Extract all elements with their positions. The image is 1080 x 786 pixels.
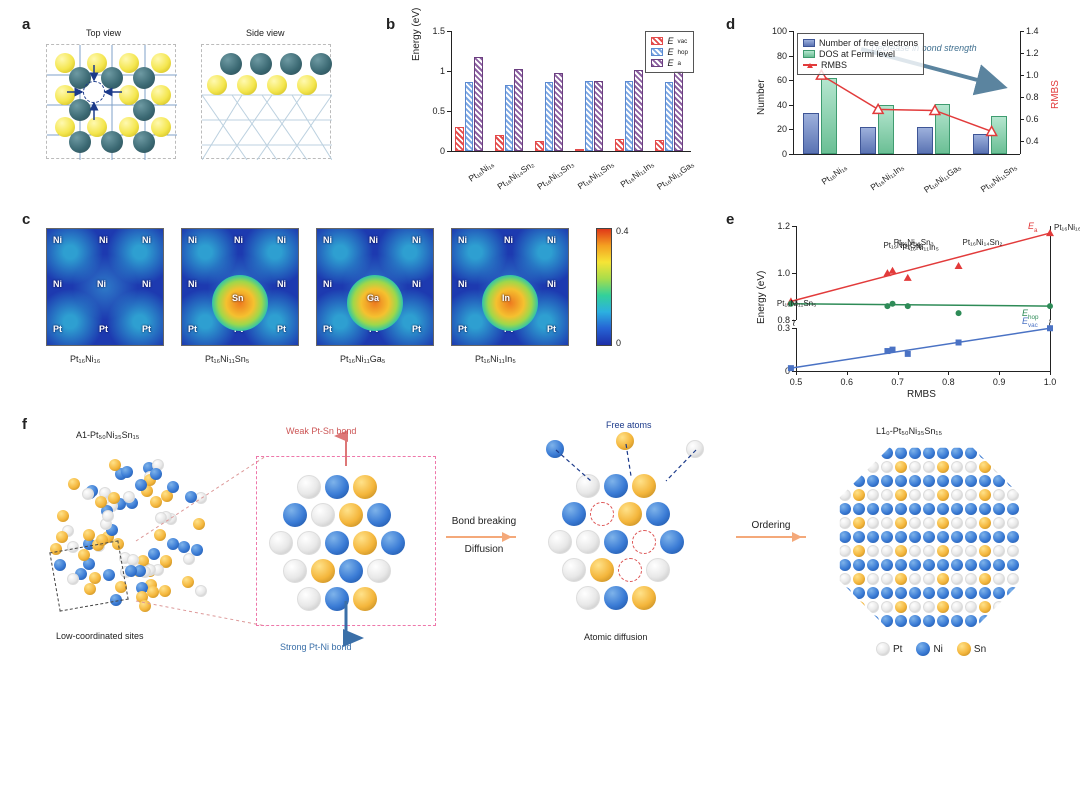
free-atom-arrows: [536, 426, 736, 506]
legend: Evac Ehop Ea: [645, 31, 694, 73]
bar: [535, 141, 544, 151]
panel-b-label: b: [386, 16, 395, 33]
bar: [665, 82, 674, 151]
panel-f-label: f: [22, 416, 27, 433]
bar: [655, 140, 664, 151]
bar: [674, 71, 683, 151]
panel-a-label: a: [22, 16, 30, 33]
heatmap: NiNiNiPtPtPtNiNiIn: [451, 228, 569, 346]
atom-legend: Pt Ni Sn: [876, 642, 986, 656]
panel-c-label: c: [22, 211, 30, 228]
heatmap: NiNiNiPtPtPtNiNiGa: [316, 228, 434, 346]
bar: [474, 57, 483, 151]
panel-d-label: d: [726, 16, 735, 33]
bar: [594, 81, 603, 151]
panel-c: NiNiNiPtPtPtNiNiNi Pt₁₆Ni₁₆ NiNiNiPtPtPt…: [46, 226, 696, 381]
top-view-label: Top view: [86, 28, 121, 38]
panel-f: A1-Pt₅₀Ni₃₅Sn₁₅ Low-coordinated sites We…: [46, 426, 1056, 756]
l10-octagon: [836, 444, 1026, 634]
heatmap: NiNiNiPtPtPtNiNiNi: [46, 228, 164, 346]
panel-e-chart: ≀ ≀ 0.8 1.0 1.2 0 0.3 0.5 0.6 0.7 0.8 0.…: [758, 221, 1058, 401]
bar: [514, 69, 523, 151]
figure-root: a Top view Side view: [16, 16, 1064, 770]
legend: Number of free electrons DOS at Fermi le…: [797, 33, 924, 75]
bar: [625, 81, 634, 151]
arrow-step1: [446, 536, 516, 538]
bar: [575, 149, 584, 151]
bar: [585, 81, 594, 151]
panel-a: Top view Side view: [46, 28, 346, 168]
side-view-box: [201, 44, 331, 159]
bar: [495, 135, 504, 151]
bar: [465, 82, 474, 151]
top-view-box: [46, 44, 176, 159]
bar: [455, 127, 464, 151]
colorbar: [596, 228, 612, 346]
vacancy-arrows: [47, 45, 177, 160]
bar: [554, 73, 563, 151]
bar: [505, 85, 514, 151]
side-view-label: Side view: [246, 28, 285, 38]
panel-e-label: e: [726, 211, 734, 228]
bar: [545, 82, 554, 151]
heatmap: NiNiNiPtPtPtNiNiSn: [181, 228, 299, 346]
panel-b-chart: 0 0.5 1 1.5Energy (eV)Pt₁₆Ni₁₆Pt₁₆Ni₁₄Sn…: [416, 26, 696, 196]
arrow-step2: [736, 536, 806, 538]
bar: [634, 70, 643, 151]
bond-arrows: [256, 426, 456, 656]
bar: [615, 139, 624, 151]
panel-d-chart: 0 20 40 60 80 100 0.4 0.6 0.8 1.0 1.2 1.…: [758, 26, 1058, 196]
